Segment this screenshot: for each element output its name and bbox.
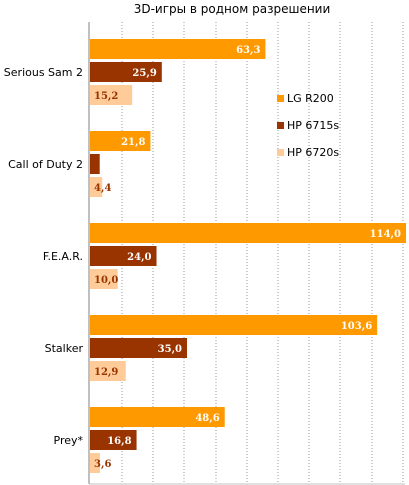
bar — [90, 39, 266, 59]
legend-swatch — [277, 149, 284, 156]
data-label: 24,0 — [127, 252, 151, 263]
legend: LG R200 HP 6715s HP 6720s — [277, 92, 339, 159]
bar — [90, 177, 103, 197]
legend-label: HP 6720s — [287, 146, 339, 159]
chart-title: 3D-игры в родном разрешении — [134, 2, 331, 16]
bar — [90, 246, 157, 266]
bar — [90, 338, 188, 358]
category-label: Prey* — [54, 434, 84, 447]
bar — [90, 430, 137, 450]
data-label: 35,0 — [158, 344, 182, 355]
legend-swatch — [277, 95, 284, 102]
bar — [90, 223, 406, 243]
bar — [90, 154, 100, 174]
bar — [90, 62, 162, 82]
data-label: 15,2 — [94, 91, 118, 102]
data-label: 21,8 — [121, 137, 145, 148]
legend-label: LG R200 — [287, 92, 334, 105]
bar — [90, 85, 133, 105]
data-label: 63,3 — [236, 45, 260, 56]
data-label: 25,9 — [132, 68, 156, 79]
data-label: 16,8 — [107, 436, 131, 447]
data-labels: 63,3 25,9 15,2 21,8 4,4 114,0 24,0 10,0 103,6 35,… — [94, 45, 401, 470]
data-label: 114,0 — [370, 229, 401, 240]
data-label: 12,9 — [94, 367, 118, 378]
bar — [90, 131, 151, 151]
legend-label: HP 6715s — [287, 119, 339, 132]
bar — [90, 269, 118, 289]
category-label: Stalker — [45, 342, 84, 355]
bar — [90, 361, 126, 381]
data-label: 4,4 — [94, 183, 111, 194]
bar — [90, 315, 378, 335]
data-label: 3,6 — [94, 459, 111, 470]
category-label: Serious Sam 2 — [4, 66, 83, 79]
category-labels: Serious Sam 2 Call of Duty 2 F.E.A.R. Stalk… — [4, 66, 84, 447]
bars — [90, 39, 406, 473]
category-label: F.E.A.R. — [43, 250, 83, 263]
legend-swatch — [277, 122, 284, 129]
bar — [90, 453, 100, 473]
bar — [90, 407, 225, 427]
data-label: 48,6 — [195, 413, 219, 424]
category-label: Call of Duty 2 — [8, 158, 83, 171]
data-label: 10,0 — [94, 275, 118, 286]
data-label: 103,6 — [341, 321, 372, 332]
